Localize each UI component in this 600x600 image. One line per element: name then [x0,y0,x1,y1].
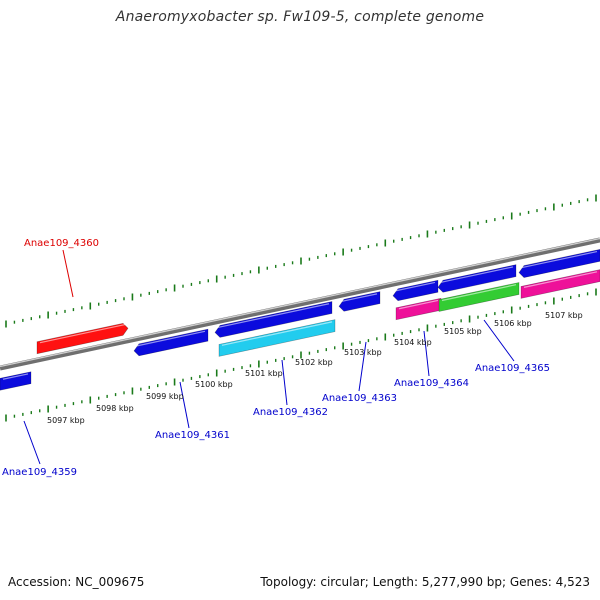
leader-line [423,330,430,377]
genome-summary-text: Topology: circular; Length: 5,277,990 bp… [260,575,590,589]
leader-line [281,359,288,406]
map-title: Anaeromyxobacter sp. Fw109-5, complete g… [115,9,485,25]
tick-label: 5102 kbp [295,358,333,367]
gene-label: Anae109_4362 [253,407,328,418]
tick-label: 5097 kbp [47,416,85,425]
tick-label: 5099 kbp [146,392,184,401]
gene-magenta-arrow [520,269,600,299]
tick-label: 5105 kbp [444,327,482,336]
leader-line [62,249,74,298]
tick-label: 5107 kbp [545,311,583,320]
gene-features [0,249,600,391]
gene-4363-arrow-highlight [395,281,436,292]
gene-4360-arrow [36,323,129,355]
gene-blue-arrow-highlight [217,303,330,329]
gene-4365-arrow [438,282,520,312]
gene-4364-arrow-highlight [398,299,439,310]
tick-label: 5100 kbp [195,380,233,389]
gene-label: Anae109_4365 [475,363,550,374]
leader-line [483,319,515,362]
gene-4365-arrow-highlight [441,284,517,302]
tick-label: 5103 kbp [344,348,382,357]
gene-4362-arrow [218,319,336,357]
genome-backbone [0,237,600,371]
gene-blue-arrow-highlight [341,293,378,302]
gene-4360-arrow-highlight [39,323,126,344]
leader-line [179,381,190,429]
gene-label: Anae109_4360 [24,238,99,249]
gene-blue-arrow-highlight [440,266,514,283]
leader-line [358,341,367,392]
tick-label: 5098 kbp [96,404,134,413]
gene-label: Anae109_4359 [2,467,77,478]
tick-label: 5106 kbp [494,319,532,328]
gene-4359-arrow [0,371,32,391]
tick-label: 5104 kbp [394,338,432,347]
gene-blue-arrow-highlight [521,251,598,269]
inner-tick-track [5,288,597,422]
tick-label: 5101 kbp [245,369,283,378]
tick-labels: 5097 kbp 5098 kbp 5099 kbp 5100 kbp 5101 kbp… [47,311,583,425]
label-leader-lines [23,249,515,465]
outer-tick-track [5,194,597,328]
gene-magenta-arrow-highlight [523,271,598,288]
gene-label: Anae109_4361 [155,430,230,441]
gene-label: Anae109_4363 [322,393,397,404]
gene-4359-arrow-highlight [2,373,29,380]
gene-4361-arrow-highlight [136,330,206,347]
gene-label: Anae109_4364 [394,378,469,389]
gene-4362-arrow-highlight [221,321,333,346]
leader-line [23,420,41,465]
accession-text: Accession: NC_009675 [8,575,145,589]
gene-labels: Anae109_4359 Anae109_4360 Anae109_4361 Anae… [2,238,550,478]
